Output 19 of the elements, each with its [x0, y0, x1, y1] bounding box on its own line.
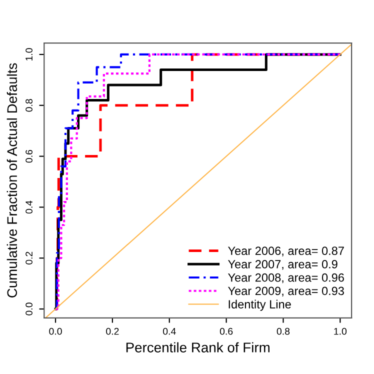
y-axis-title: Cumulative Fraction of Actual Defaults [6, 63, 18, 298]
y-tick-label: 0.8 [26, 99, 32, 112]
x-tick-label: 0.8 [276, 328, 290, 335]
y-tick-label: 0.0 [26, 302, 32, 316]
x-tick-label: 0.4 [163, 328, 176, 335]
x-tick-label: 0.0 [49, 328, 62, 335]
y-tick-label: 0.2 [26, 252, 32, 264]
legend-label: Year 2006, area= 0.87 [228, 246, 344, 256]
x-tick-label: 0.2 [106, 328, 119, 335]
x-tick-label: 1.0 [334, 328, 347, 335]
legend-label: Year 2008, area= 0.96 [228, 273, 344, 284]
legend-label: Year 2009, area= 0.93 [228, 286, 344, 297]
y-tick-label: 0.4 [26, 200, 32, 214]
y-tick-label: 1.0 [26, 48, 32, 60]
x-tick-label: 0.6 [220, 328, 233, 335]
x-axis-title: Percentile Rank of Firm [126, 342, 270, 352]
legend-label: Identity Line [228, 300, 291, 311]
legend-label: Year 2007, area= 0.9 [228, 260, 338, 270]
y-tick-label: 0.6 [26, 150, 32, 163]
